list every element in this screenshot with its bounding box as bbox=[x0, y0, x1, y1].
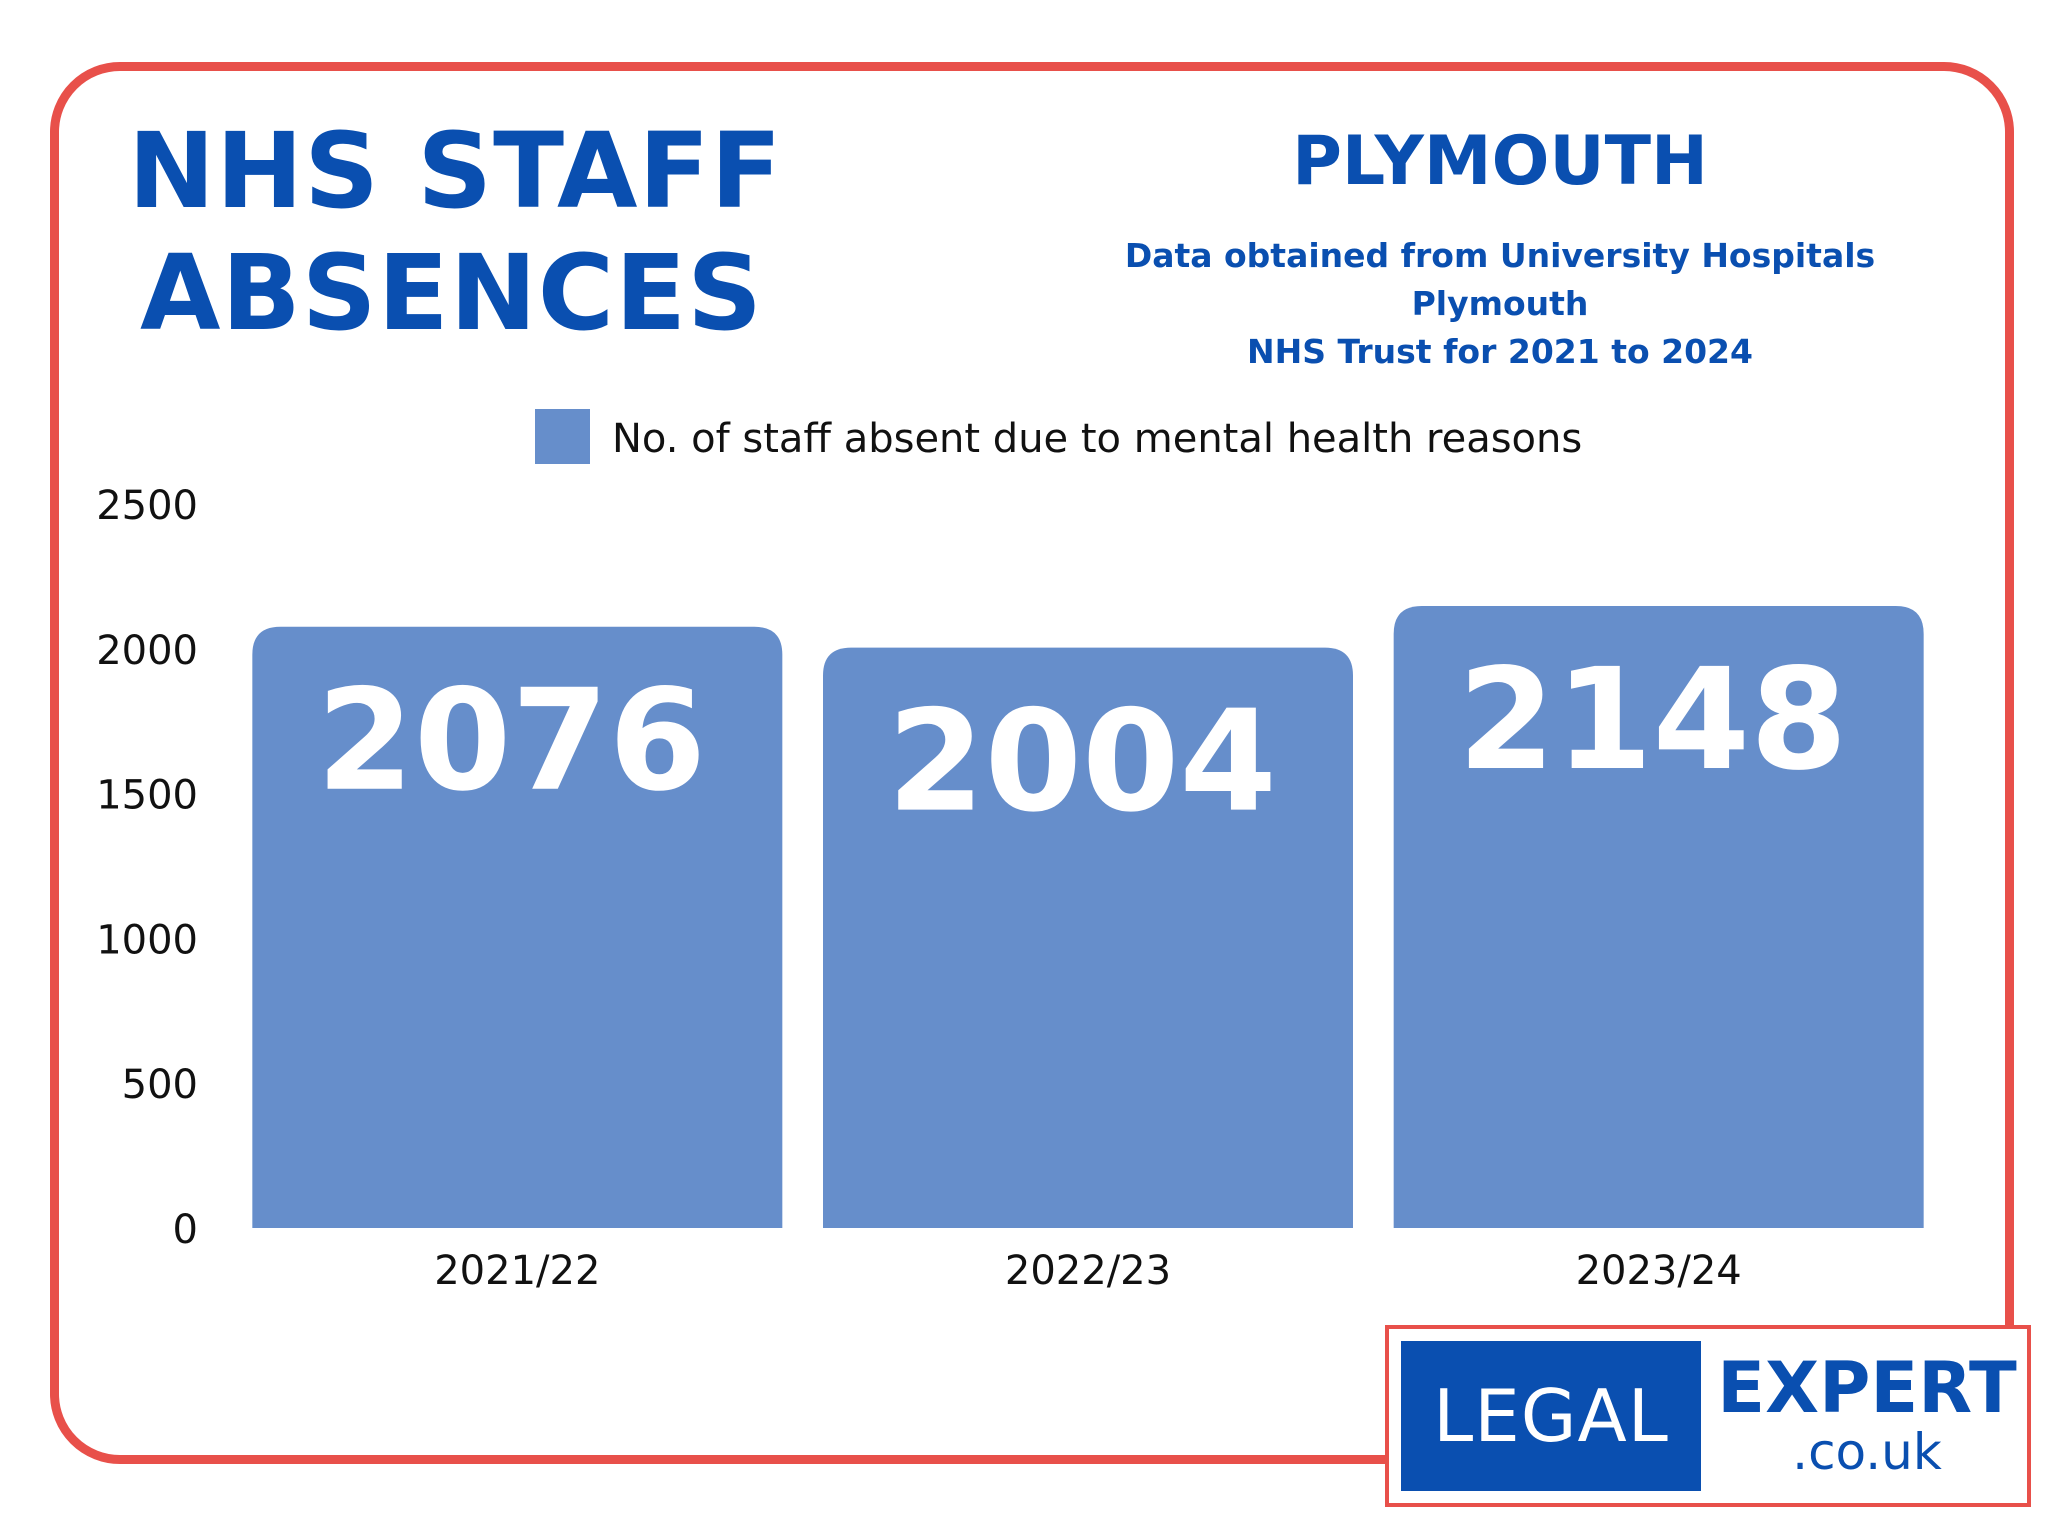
logo-right-block: EXPERT .co.uk bbox=[1711, 1347, 2023, 1481]
title-line-1: NHS STAFF bbox=[128, 110, 783, 232]
source-line-1: Data obtained from University Hospitals … bbox=[1124, 236, 1876, 323]
y-axis: 0 500 1000 1500 2000 2500 bbox=[96, 483, 198, 1253]
x-axis: 2021/22 2022/23 2023/24 bbox=[434, 1248, 1742, 1294]
legal-expert-logo: LEGAL EXPERT .co.uk bbox=[1385, 1325, 2031, 1507]
x-tick-label: 2022/23 bbox=[1005, 1248, 1171, 1294]
bar bbox=[1393, 605, 1924, 1228]
logo-domain-text: .co.uk bbox=[1792, 1423, 1942, 1481]
bar-value-label: 2004 bbox=[887, 681, 1277, 844]
bar-value-label: 2076 bbox=[317, 660, 707, 823]
legend-label: No. of staff absent due to mental health… bbox=[612, 416, 1582, 462]
bar-value-label: 2148 bbox=[1458, 639, 1848, 802]
chart-legend: No. of staff absent due to mental health… bbox=[535, 409, 1582, 464]
y-tick-label: 2000 bbox=[96, 628, 198, 674]
data-source-note: Data obtained from University Hospitals … bbox=[1060, 232, 1940, 376]
x-tick-label: 2021/22 bbox=[434, 1248, 600, 1294]
y-tick-label: 1500 bbox=[96, 773, 198, 819]
y-tick-label: 500 bbox=[122, 1062, 198, 1108]
x-tick-label: 2023/24 bbox=[1576, 1248, 1742, 1294]
y-tick-label: 2500 bbox=[96, 483, 198, 529]
page-title: NHS STAFF ABSENCES bbox=[128, 110, 783, 354]
source-line-2: NHS Trust for 2021 to 2024 bbox=[1247, 332, 1753, 371]
logo-expert-text: EXPERT bbox=[1717, 1347, 2017, 1429]
logo-legal-text: LEGAL bbox=[1401, 1341, 1701, 1491]
bar bbox=[252, 626, 783, 1228]
legend-swatch bbox=[535, 409, 590, 464]
bars: 2076 2004 2148 bbox=[252, 605, 1924, 1228]
title-line-2: ABSENCES bbox=[140, 232, 764, 354]
location-heading: PLYMOUTH bbox=[1292, 122, 1708, 201]
y-tick-label: 0 bbox=[173, 1207, 198, 1253]
bar bbox=[823, 647, 1353, 1228]
y-tick-label: 1000 bbox=[96, 917, 198, 963]
